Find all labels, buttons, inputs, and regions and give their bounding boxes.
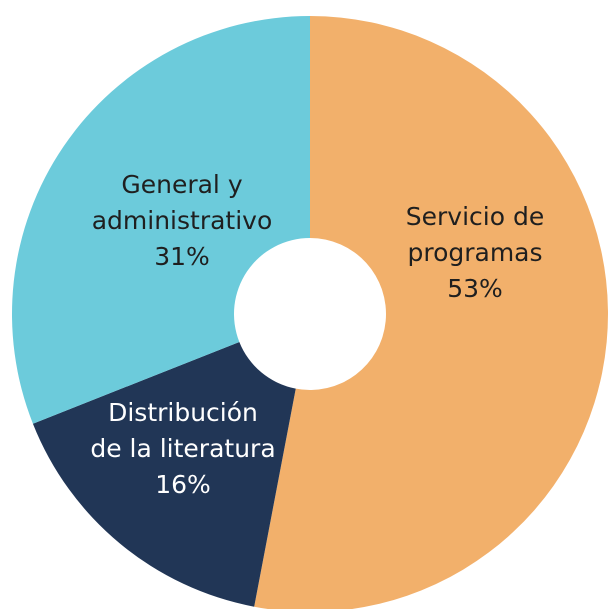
slice-label: Distribución: [108, 398, 258, 427]
donut-slice: [11, 16, 311, 424]
slice-label: Servicio de: [406, 202, 544, 231]
donut-slice: [254, 16, 608, 609]
value-label: 31%: [154, 242, 210, 271]
value-label: 16%: [155, 470, 211, 499]
slice-label: General y: [121, 170, 242, 199]
value-label: 53%: [447, 274, 503, 303]
slice-label: programas: [407, 238, 542, 267]
slice-label: administrativo: [92, 206, 273, 235]
slice-label: de la literatura: [90, 434, 275, 463]
donut-slice: [32, 341, 296, 607]
